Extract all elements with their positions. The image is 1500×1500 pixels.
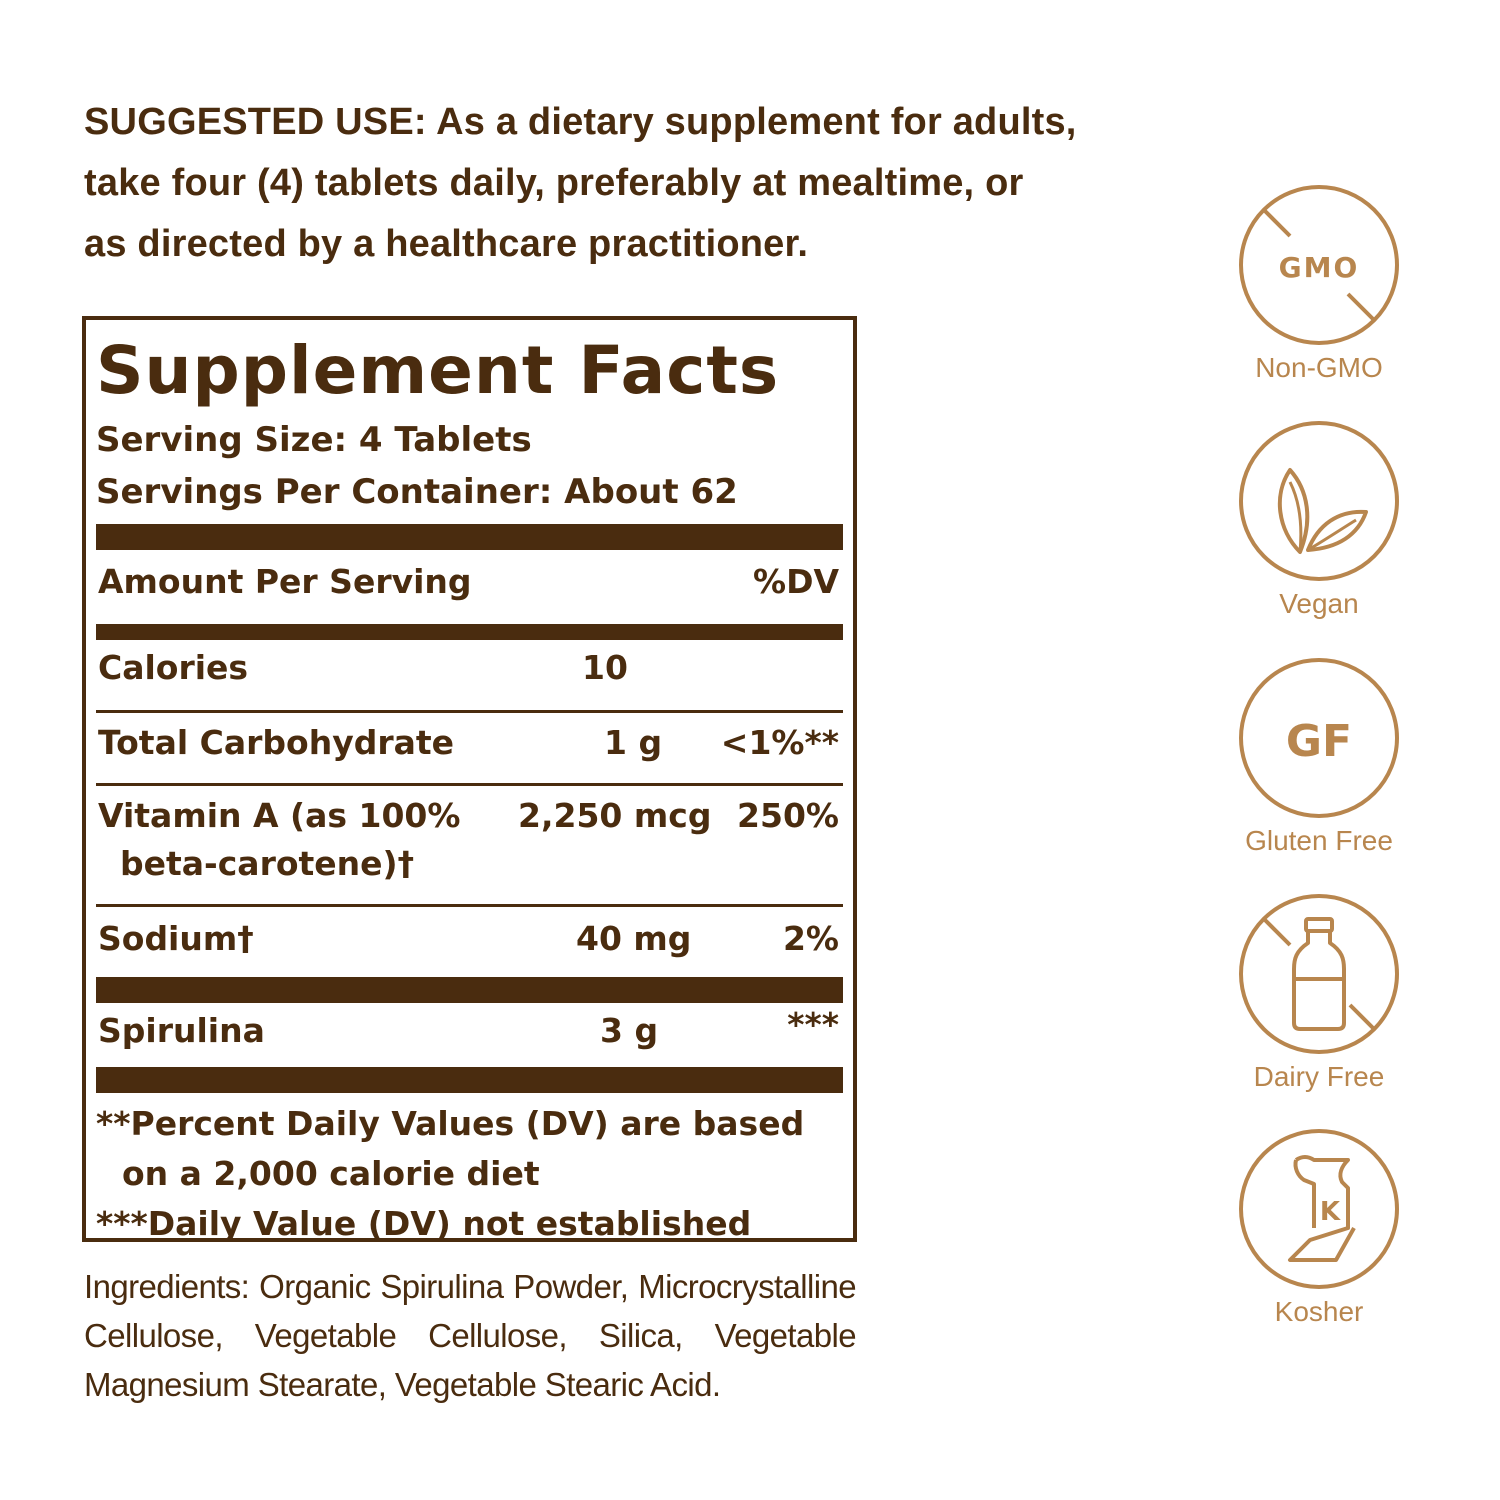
- nutrient-name: Total Carbohydrate: [98, 723, 455, 762]
- suggested-use-line: as directed by a healthcare practitioner…: [84, 223, 809, 265]
- suggested-use-line: SUGGESTED USE: As a dietary supplement f…: [84, 101, 1077, 143]
- gluten-free-icon: GF: [1239, 658, 1399, 818]
- facts-footnotes: **Percent Daily Values (DV) are based on…: [96, 1099, 843, 1249]
- leaf-icon: [1239, 421, 1399, 581]
- divider-thin: [96, 904, 843, 907]
- nutrient-dv: 250%: [737, 796, 839, 835]
- milk-bottle-icon: [1239, 894, 1399, 1054]
- serving-size: Serving Size: 4 Tablets: [96, 420, 532, 460]
- kosher-icon: K: [1239, 1129, 1399, 1289]
- nutrient-amount: 1 g: [604, 723, 663, 762]
- divider-thick: [96, 524, 843, 550]
- ingredients-text: Ingredients: Organic Spirulina Powder, M…: [84, 1268, 857, 1403]
- nutrient-row-calories: Calories 10: [96, 640, 843, 710]
- badge-label: Dairy Free: [1253, 1061, 1385, 1092]
- nutrient-row-vitamin-a: Vitamin A (as 100% beta-carotene)† 2,250…: [96, 786, 843, 904]
- badge-label: Non-GMO: [1255, 352, 1383, 383]
- badge-label: Kosher: [1274, 1296, 1364, 1327]
- nutrient-amount: 2,250 mcg: [518, 796, 712, 835]
- nutrient-row-carbohydrate: Total Carbohydrate 1 g <1%**: [96, 713, 843, 783]
- nutrient-name: Vitamin A (as 100%: [98, 796, 461, 835]
- divider-medium: [96, 624, 843, 640]
- nutrient-amount: 10: [582, 648, 628, 687]
- divider-thick: [96, 1067, 843, 1093]
- suggested-use: SUGGESTED USE: As a dietary supplement f…: [84, 92, 1164, 275]
- divider-thin: [96, 710, 843, 713]
- nutrient-dv: <1%**: [720, 723, 839, 762]
- footnote-line: **Percent Daily Values (DV) are based: [96, 1104, 805, 1143]
- badge-non-gmo: GMO Non-GMO: [1238, 184, 1400, 384]
- footnote-line: on a 2,000 calorie diet: [122, 1154, 540, 1193]
- footnote-line: ***Daily Value (DV) not established: [96, 1204, 752, 1243]
- nutrient-row-sodium: Sodium† 40 mg 2%: [96, 907, 843, 977]
- badge-label: Vegan: [1279, 588, 1359, 619]
- kosher-icon-text: K: [1320, 1197, 1341, 1227]
- divider-thin: [96, 783, 843, 786]
- facts-header-row: Amount Per Serving %DV: [96, 550, 843, 624]
- gmo-icon-text: GMO: [1279, 251, 1360, 284]
- nutrient-row-spirulina: Spirulina 3 g ***: [96, 1003, 843, 1067]
- supplement-facts-panel: Supplement Facts Serving Size: 4 Tablets…: [82, 316, 857, 1243]
- badge-dairy-free: Dairy Free: [1238, 893, 1400, 1093]
- badge-gluten-free: GF Gluten Free: [1238, 657, 1400, 857]
- nutrient-amount: 3 g: [600, 1011, 659, 1050]
- badge-kosher: K Kosher: [1238, 1128, 1400, 1328]
- servings-per-container: Servings Per Container: About 62: [96, 472, 738, 512]
- facts-title: Supplement Facts: [96, 332, 780, 409]
- nutrient-amount: 40 mg: [576, 919, 692, 958]
- nutrient-name: Spirulina: [98, 1011, 265, 1050]
- dv-header-label: %DV: [753, 562, 839, 601]
- nutrient-name: Calories: [98, 648, 249, 687]
- nutrient-name-continued: beta-carotene)†: [120, 844, 415, 883]
- nutrient-name: Sodium†: [98, 919, 254, 958]
- divider-thick: [96, 977, 843, 1003]
- non-gmo-icon: GMO: [1239, 185, 1399, 345]
- badge-label: Gluten Free: [1245, 825, 1393, 856]
- nutrient-dv: 2%: [782, 919, 839, 958]
- amount-per-serving-label: Amount Per Serving: [98, 562, 472, 601]
- gf-icon-text: GF: [1286, 716, 1352, 767]
- badge-vegan: Vegan: [1238, 420, 1400, 620]
- suggested-use-line: take four (4) tablets daily, preferably …: [84, 162, 1024, 204]
- nutrient-dv: ***: [787, 1005, 839, 1044]
